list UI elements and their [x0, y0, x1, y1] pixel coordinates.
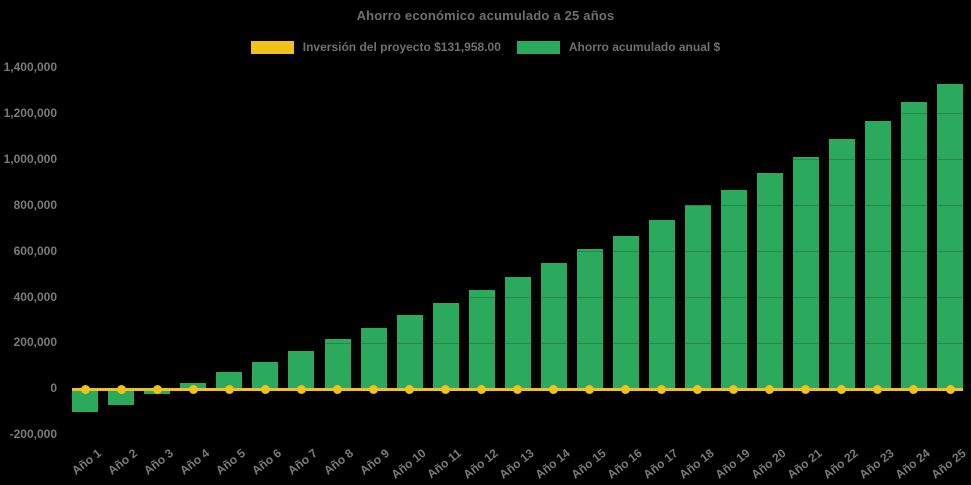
bar-año-23: [864, 121, 891, 390]
x-axis-label: Año 24: [892, 446, 933, 482]
investment-line-marker: [549, 384, 559, 394]
investment-line-marker: [837, 384, 847, 394]
y-axis-tick-label: 200,000: [13, 335, 57, 350]
bar-año-16: [612, 236, 639, 390]
x-axis-label: Año 5: [213, 446, 249, 478]
gridline: [68, 67, 966, 69]
investment-line-marker: [909, 384, 919, 394]
investment-line-marker: [152, 384, 162, 394]
gridline: [68, 434, 966, 436]
bar-año-8: [324, 339, 351, 390]
x-axis-label: Año 4: [177, 446, 213, 478]
bar-año-22: [828, 138, 855, 390]
investment-line-marker: [585, 384, 595, 394]
bar-año-10: [396, 315, 423, 390]
investment-line-marker: [657, 384, 667, 394]
x-axis-label: Año 22: [820, 446, 861, 482]
bar-año-21: [792, 157, 819, 390]
y-axis-tick-label: 1,400,000: [3, 60, 57, 74]
bar-año-12: [468, 289, 495, 390]
x-axis-label: Año 7: [285, 446, 321, 478]
x-axis-label: Año 6: [249, 446, 285, 478]
gridline: [68, 205, 966, 207]
gridline: [68, 297, 966, 299]
x-axis-label: Año 8: [321, 446, 357, 478]
x-axis-label: Año 23: [856, 446, 897, 482]
y-axis-tick-label: 800,000: [13, 197, 57, 212]
investment-line-marker: [441, 384, 451, 394]
y-axis-tick-label: 1,200,000: [3, 105, 57, 120]
legend-label-savings: Ahorro acumulado anual $: [568, 40, 721, 54]
x-axis-label: Año 2: [105, 446, 140, 478]
investment-line-marker: [765, 384, 775, 394]
y-axis-tick-label: 0: [50, 381, 57, 396]
bar-año-25: [937, 84, 964, 390]
investment-line-marker: [116, 384, 126, 394]
x-axis-label: Año 25: [928, 446, 969, 482]
x-axis-label: Año 18: [676, 446, 717, 482]
investment-line-marker: [188, 384, 198, 394]
investment-line-marker: [224, 384, 234, 394]
x-axis-label: Año 11: [424, 446, 465, 482]
bar-año-1: [72, 389, 99, 412]
investment-line-marker: [369, 384, 379, 394]
x-axis-label: Año 3: [141, 446, 176, 478]
investment-line-marker: [260, 384, 270, 394]
y-axis-tick-label: -200,000: [9, 427, 57, 442]
investment-line-marker: [873, 384, 883, 394]
investment-line-marker: [333, 384, 342, 394]
bar-año-15: [576, 248, 603, 390]
investment-line-marker: [477, 384, 487, 394]
gridline: [68, 342, 966, 344]
x-axis-label: Año 15: [568, 446, 609, 482]
bar-año-13: [504, 277, 531, 390]
bar-año-5: [216, 371, 243, 390]
bar-año-18: [684, 205, 711, 390]
bar-año-11: [432, 303, 459, 390]
gridline: [68, 113, 966, 115]
bar-año-6: [252, 361, 279, 390]
investment-line-marker: [729, 384, 739, 394]
investment-line-marker: [621, 384, 631, 394]
investment-line-marker: [513, 384, 523, 394]
legend-label-investment: Inversión del proyecto $131,958.00: [302, 40, 501, 54]
bar-año-19: [720, 189, 747, 390]
investment-line-marker: [693, 384, 703, 394]
x-axis-label: Año 9: [357, 446, 393, 478]
bar-año-9: [360, 327, 387, 390]
x-axis-label: Año 1: [69, 446, 104, 478]
x-axis-label: Año 19: [712, 446, 753, 482]
chart-title: Ahorro económico acumulado a 25 años: [356, 8, 615, 23]
investment-color-swatch: [250, 40, 294, 54]
legend: Inversión del proyecto $131,958.00 Ahorr…: [0, 40, 971, 54]
bar-año-2: [108, 389, 135, 405]
gridline: [68, 251, 966, 253]
legend-item-savings: Ahorro acumulado anual $: [516, 40, 721, 54]
x-axis-label: Año 14: [532, 446, 573, 482]
y-axis-tick-label: 400,000: [13, 289, 57, 304]
x-axis-label: Año 12: [460, 446, 501, 482]
legend-item-investment: Inversión del proyecto $131,958.00: [250, 40, 501, 54]
x-axis-label: Año 21: [784, 446, 825, 482]
investment-line-marker: [801, 384, 811, 394]
bar-año-17: [648, 219, 675, 390]
x-axis-label: Año 20: [748, 446, 789, 482]
y-axis-tick-label: 600,000: [13, 243, 57, 258]
x-axis-label: Año 13: [496, 446, 537, 482]
investment-line-marker: [405, 384, 415, 394]
investment-line-marker: [296, 384, 306, 394]
bar-año-24: [900, 101, 927, 390]
bar-año-14: [540, 263, 567, 390]
y-axis-tick-label: 1,000,000: [3, 151, 57, 166]
bar-año-7: [288, 350, 315, 390]
gridline: [68, 159, 966, 161]
bar-año-20: [756, 173, 783, 390]
investment-line-marker: [945, 384, 955, 394]
x-axis-label: Año 17: [640, 446, 681, 482]
x-axis-label: Año 10: [388, 446, 429, 482]
investment-line-marker: [80, 384, 90, 394]
x-axis-label: Año 16: [604, 446, 645, 482]
savings-color-swatch: [516, 40, 560, 54]
